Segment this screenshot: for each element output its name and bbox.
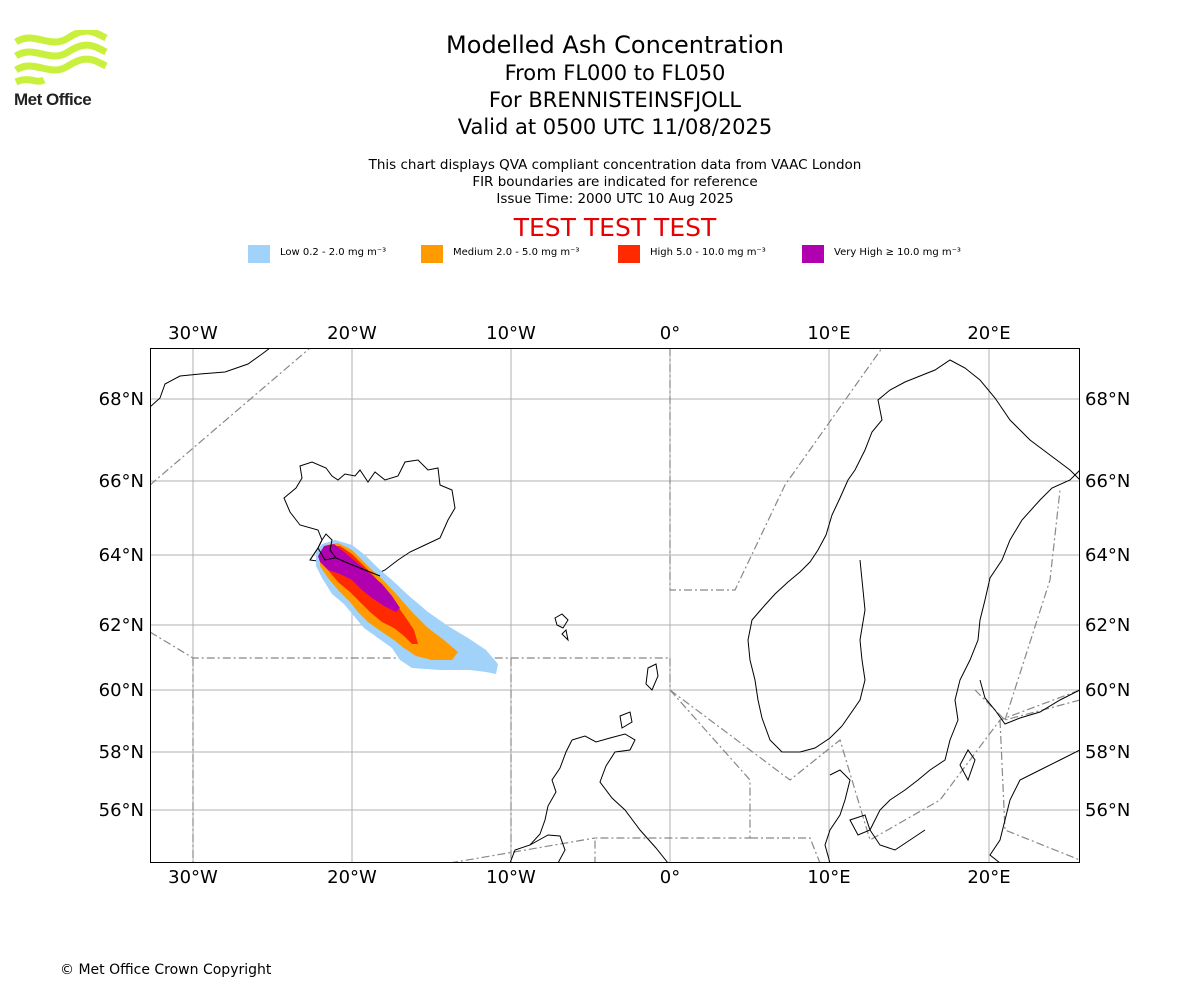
latitude-label: 60°N — [99, 680, 144, 701]
latitude-label: 66°N — [1085, 471, 1130, 492]
latitude-label: 56°N — [99, 800, 144, 821]
ash-very-high — [318, 544, 400, 612]
latitude-label: 66°N — [99, 471, 144, 492]
coastlines — [150, 348, 1080, 863]
latitude-label: 58°N — [99, 742, 144, 763]
longitude-label: 0° — [660, 867, 680, 888]
met-office-wave-icon — [14, 27, 108, 86]
copyright-notice: © Met Office Crown Copyright — [60, 962, 272, 978]
note-fir: FIR boundaries are indicated for referen… — [472, 174, 758, 190]
chart-title: Modelled Ash Concentration — [446, 31, 784, 59]
latitude-label: 62°N — [99, 615, 144, 636]
latitude-label: 62°N — [1085, 615, 1130, 636]
legend-label-medium: Medium 2.0 - 5.0 mg m⁻³ — [453, 247, 580, 258]
flight-level-range: From FL000 to FL050 — [504, 61, 726, 85]
legend-label-low: Low 0.2 - 2.0 mg m⁻³ — [280, 247, 387, 258]
latitude-label: 58°N — [1085, 742, 1130, 763]
chart-notes: This chart displays QVA compliant concen… — [0, 157, 1200, 208]
map-frame — [150, 348, 1080, 863]
latitude-label: 64°N — [1085, 545, 1130, 566]
longitude-label: 10°E — [807, 323, 850, 344]
longitude-label: 10°W — [486, 867, 536, 888]
volcano-name: For BRENNISTEINSFJOLL — [488, 88, 742, 112]
longitude-label: 10°E — [807, 867, 850, 888]
longitude-label: 20°W — [327, 867, 377, 888]
chart-titles: Modelled Ash Concentration From FL000 to… — [0, 30, 1200, 141]
graticule — [150, 348, 1080, 863]
latitude-label: 68°N — [99, 389, 144, 410]
longitude-label: 20°W — [327, 323, 377, 344]
legend-label-very-high: Very High ≥ 10.0 mg m⁻³ — [834, 247, 961, 258]
test-banner: TEST TEST TEST — [513, 213, 717, 242]
longitude-label: 20°E — [967, 867, 1010, 888]
latitude-labels-right: 68°N 66°N 64°N 62°N 60°N 58°N 56°N — [1085, 389, 1130, 821]
iceland-coast-overlay — [309, 533, 381, 577]
longitude-label: 0° — [660, 323, 680, 344]
legend-label-high: High 5.0 - 10.0 mg m⁻³ — [650, 247, 766, 258]
legend-swatch-medium — [421, 245, 443, 263]
ash-plume — [316, 540, 498, 674]
longitude-label: 30°W — [168, 323, 218, 344]
latitude-labels-left: 68°N 66°N 64°N 62°N 60°N 58°N 56°N — [99, 389, 144, 821]
latitude-label: 64°N — [99, 545, 144, 566]
legend-swatch-very-high — [802, 245, 824, 263]
longitude-label: 30°W — [168, 867, 218, 888]
met-office-logo: Met Office — [14, 27, 110, 112]
longitude-label: 20°E — [967, 323, 1010, 344]
fir-boundaries — [150, 348, 1080, 863]
legend-swatch-low — [248, 245, 270, 263]
longitude-labels-bottom: 30°W 20°W 10°W 0° 10°E 20°E — [168, 867, 1010, 888]
longitude-label: 10°W — [486, 323, 536, 344]
met-office-logo-text: Met Office — [14, 90, 92, 109]
latitude-label: 60°N — [1085, 680, 1130, 701]
latitude-label: 68°N — [1085, 389, 1130, 410]
note-qva: This chart displays QVA compliant concen… — [368, 157, 862, 173]
issue-time: Issue Time: 2000 UTC 10 Aug 2025 — [496, 191, 734, 207]
legend-swatch-high — [618, 245, 640, 263]
valid-time: Valid at 0500 UTC 11/08/2025 — [457, 115, 773, 139]
longitude-labels-top: 30°W 20°W 10°W 0° 10°E 20°E — [168, 323, 1010, 344]
latitude-label: 56°N — [1085, 800, 1130, 821]
